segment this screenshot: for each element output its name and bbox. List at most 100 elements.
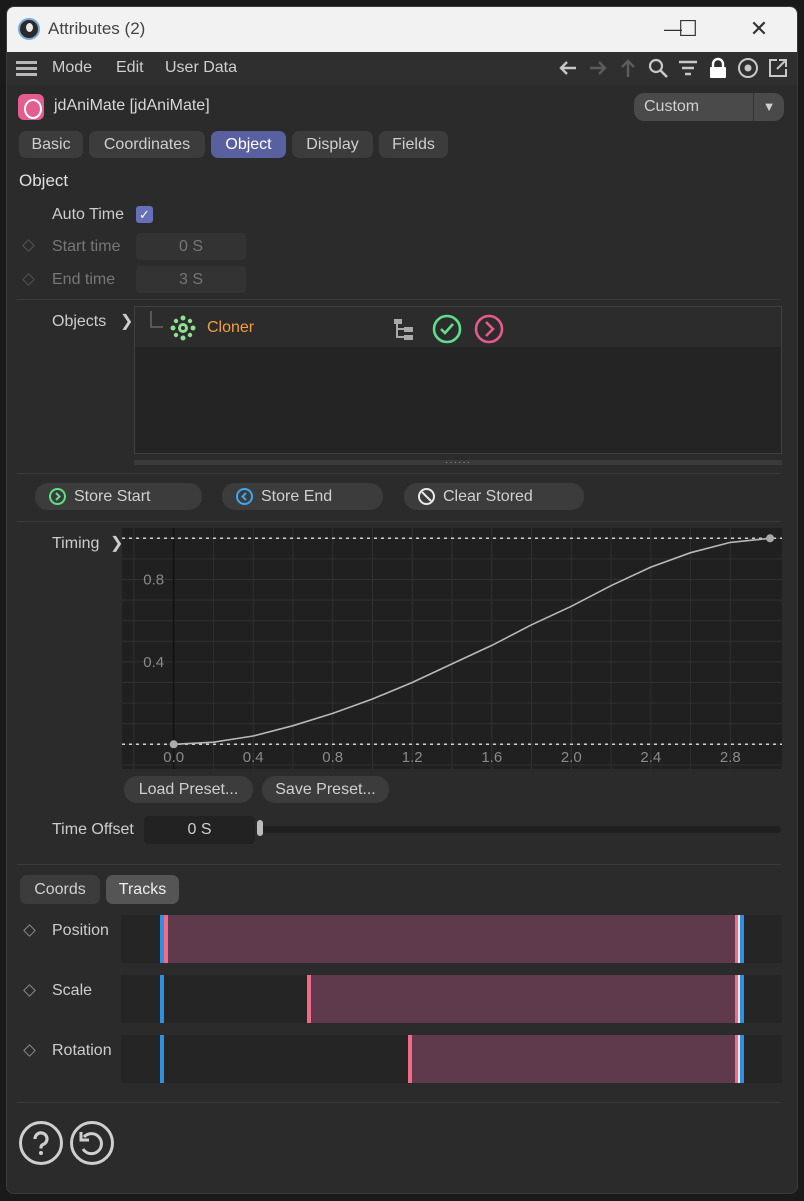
target-icon[interactable] — [737, 57, 759, 79]
load-preset-button[interactable]: Load Preset... — [124, 776, 253, 803]
minimize-button[interactable]: — — [664, 19, 682, 39]
jdanimate-icon — [18, 94, 44, 120]
menu-bar: Mode Edit User Data — [7, 52, 797, 85]
lock-icon[interactable] — [707, 57, 729, 79]
maximize-button[interactable]: ☐ — [678, 16, 698, 41]
hamburger-menu-icon[interactable] — [16, 61, 37, 77]
scale-track[interactable] — [121, 975, 782, 1023]
cloner-name[interactable]: Cloner — [207, 319, 255, 336]
section-title: Object — [19, 171, 69, 190]
window-title: Attributes (2) — [48, 19, 146, 38]
rotation-track-label: Rotation — [52, 1042, 112, 1059]
layout-dropdown-value: Custom — [644, 98, 700, 115]
object-name: jdAniMate [jdAniMate] — [54, 97, 210, 114]
position-track[interactable] — [121, 915, 782, 963]
save-preset-button[interactable]: Save Preset... — [262, 776, 389, 803]
store-start-icon — [49, 488, 66, 505]
objects-label: Objects — [52, 313, 107, 330]
chevron-down-icon[interactable]: ▼ — [753, 93, 784, 121]
chevron-right-icon[interactable]: ❯ — [120, 313, 134, 330]
hierarchy-icon[interactable] — [392, 317, 416, 341]
x-tick-label: 2.4 — [640, 749, 661, 766]
time-offset-field[interactable]: 0 S — [144, 816, 255, 844]
layout-dropdown[interactable]: Custom ▼ — [634, 93, 784, 121]
clear-icon — [418, 488, 435, 505]
y-tick-label: 0.4 — [143, 654, 164, 671]
x-tick-label: 0.0 — [163, 749, 184, 766]
store-end-button[interactable]: Store End — [222, 483, 383, 510]
divider — [17, 864, 781, 865]
tab-coords[interactable]: Coords — [20, 875, 100, 904]
grip-dots-icon[interactable]: ······ — [445, 457, 471, 468]
tab-basic[interactable]: Basic — [19, 131, 83, 158]
title-bar[interactable]: Attributes (2) — ☐ ✕ — [7, 7, 797, 52]
timing-curve — [173, 537, 771, 746]
store-start-button[interactable]: Store Start — [35, 483, 202, 510]
resize-grip[interactable] — [134, 460, 782, 465]
cloner-icon — [170, 315, 196, 341]
tab-object[interactable]: Object — [211, 131, 286, 158]
tab-coordinates[interactable]: Coordinates — [89, 131, 205, 158]
tab-display[interactable]: Display — [292, 131, 373, 158]
menu-mode[interactable]: Mode — [52, 59, 93, 76]
curve-end-point — [766, 534, 775, 543]
auto-time-checkbox[interactable]: ✓ — [136, 206, 153, 223]
timing-chart[interactable]: 0.0 0.4 0.8 1.2 1.6 2.0 2.4 2.8 0.4 0.8 — [122, 528, 782, 769]
keyframe-diamond-icon[interactable] — [23, 1044, 36, 1057]
store-end-icon — [236, 488, 253, 505]
end-time-label: End time — [52, 271, 116, 288]
x-tick-label: 2.8 — [720, 749, 741, 766]
back-arrow-icon[interactable] — [557, 57, 579, 79]
list-item[interactable]: Cloner — [135, 307, 781, 347]
jdanimate-link-icon[interactable] — [474, 314, 504, 344]
timing-spline-graph[interactable]: 0.0 0.4 0.8 1.2 1.6 2.0 2.4 2.8 0.4 0.8 — [122, 528, 782, 769]
scale-track-label: Scale — [52, 982, 93, 999]
keyframe-diamond-icon[interactable] — [23, 924, 36, 937]
filter-icon[interactable] — [677, 57, 699, 79]
start-time-field[interactable]: 0 S — [136, 233, 246, 260]
object-header: jdAniMate [jdAniMate] Custom ▼ — [7, 87, 797, 125]
start-time-label: Start time — [52, 238, 121, 255]
keyframe-diamond-icon[interactable] — [22, 273, 35, 286]
divider — [17, 1102, 781, 1103]
curve-start-point — [169, 740, 178, 749]
divider — [17, 521, 781, 522]
tab-fields[interactable]: Fields — [379, 131, 448, 158]
rotation-track[interactable] — [121, 1035, 782, 1083]
x-tick-label: 0.4 — [243, 749, 264, 766]
forward-arrow-icon[interactable] — [587, 57, 609, 79]
time-offset-label: Time Offset — [52, 821, 134, 838]
keyframe-diamond-icon[interactable] — [23, 984, 36, 997]
divider — [17, 473, 781, 474]
cinema4d-logo-icon — [18, 18, 40, 40]
clear-stored-button[interactable]: Clear Stored — [404, 483, 584, 510]
keyframe-diamond-icon[interactable] — [22, 239, 35, 252]
attributes-window: Attributes (2) — ☐ ✕ Mode Edit User Data — [6, 6, 798, 1194]
auto-time-label: Auto Time — [52, 206, 125, 223]
timing-label: Timing — [52, 535, 100, 552]
objects-list[interactable]: Cloner — [134, 306, 782, 454]
x-tick-label: 0.8 — [322, 749, 343, 766]
search-icon[interactable] — [647, 57, 669, 79]
position-track-label: Position — [52, 922, 109, 939]
reset-icon[interactable] — [70, 1121, 114, 1165]
x-tick-label: 1.2 — [402, 749, 423, 766]
chevron-right-icon[interactable]: ❯ — [110, 535, 124, 552]
time-offset-slider-handle[interactable] — [257, 820, 263, 836]
menu-edit[interactable]: Edit — [116, 59, 144, 76]
tab-tracks[interactable]: Tracks — [106, 875, 179, 904]
clear-stored-label: Clear Stored — [443, 488, 533, 505]
store-start-label: Store Start — [74, 488, 151, 505]
new-window-icon[interactable] — [767, 57, 789, 79]
time-offset-slider[interactable] — [260, 826, 781, 833]
help-icon[interactable] — [19, 1121, 63, 1165]
close-button[interactable]: ✕ — [749, 16, 769, 41]
tree-branch-icon — [150, 311, 163, 328]
x-tick-label: 1.6 — [481, 749, 502, 766]
up-arrow-icon[interactable] — [617, 57, 639, 79]
end-time-field[interactable]: 3 S — [136, 266, 246, 293]
y-tick-label: 0.8 — [143, 571, 164, 588]
divider — [17, 299, 781, 300]
menu-user-data[interactable]: User Data — [165, 59, 238, 76]
enabled-check-icon[interactable] — [432, 314, 462, 344]
